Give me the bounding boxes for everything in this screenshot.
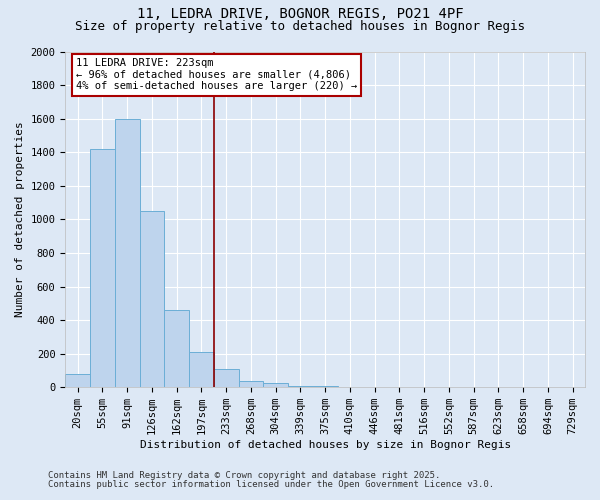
Bar [140, 211, 164, 387]
Bar [239, 380, 263, 387]
Y-axis label: Number of detached properties: Number of detached properties [15, 122, 25, 317]
Bar [115, 118, 140, 387]
Bar [214, 369, 239, 387]
Bar [313, 386, 338, 387]
Bar [263, 383, 288, 387]
Text: Size of property relative to detached houses in Bognor Regis: Size of property relative to detached ho… [75, 20, 525, 33]
Bar [164, 310, 189, 387]
Bar [288, 386, 313, 387]
Text: Contains HM Land Registry data © Crown copyright and database right 2025.: Contains HM Land Registry data © Crown c… [48, 471, 440, 480]
Text: 11 LEDRA DRIVE: 223sqm
← 96% of detached houses are smaller (4,806)
4% of semi-d: 11 LEDRA DRIVE: 223sqm ← 96% of detached… [76, 58, 357, 92]
Bar [65, 374, 90, 387]
X-axis label: Distribution of detached houses by size in Bognor Regis: Distribution of detached houses by size … [140, 440, 511, 450]
Bar [189, 352, 214, 387]
Bar [90, 149, 115, 387]
Text: Contains public sector information licensed under the Open Government Licence v3: Contains public sector information licen… [48, 480, 494, 489]
Text: 11, LEDRA DRIVE, BOGNOR REGIS, PO21 4PF: 11, LEDRA DRIVE, BOGNOR REGIS, PO21 4PF [137, 8, 463, 22]
